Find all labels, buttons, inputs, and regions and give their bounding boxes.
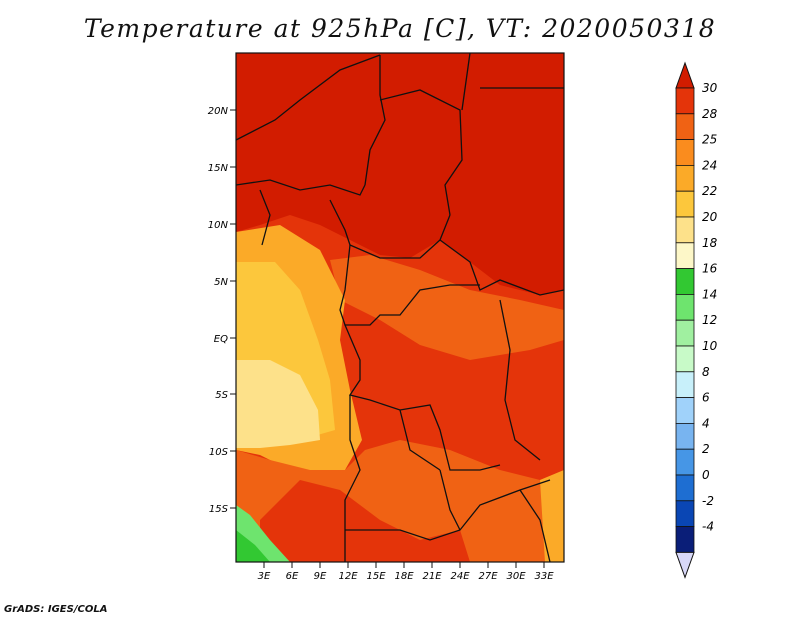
lon-label: 9E: [314, 571, 327, 582]
colorbar-swatch: [675, 345, 695, 373]
temperature-field: [236, 53, 564, 562]
colorbar-swatch: [675, 551, 695, 579]
lat-label: 15N: [208, 163, 229, 174]
colorbar-swatch: [675, 319, 695, 347]
colorbar-swatch: [675, 526, 695, 553]
colorbar-swatch: [675, 113, 695, 141]
colorbar-label: 4: [702, 416, 710, 430]
colorbar-swatch: [675, 139, 695, 166]
colorbar-label: 12: [702, 313, 717, 327]
lat-label: 20N: [208, 106, 229, 117]
colorbar-swatch: [675, 474, 695, 502]
colorbar-label: 30: [702, 81, 718, 95]
colorbar-label: -4: [702, 520, 714, 534]
colorbar-swatch: [675, 500, 695, 527]
colorbar-swatch: [675, 216, 695, 244]
colorbar-swatch: [675, 293, 695, 321]
lon-label: 30E: [506, 571, 526, 582]
colorbar-label: 8: [702, 365, 710, 379]
lon-label: 24E: [450, 571, 470, 582]
colorbar-label: 18: [702, 236, 718, 250]
colorbar-label: 6: [702, 391, 710, 405]
lon-label: 33E: [534, 571, 554, 582]
colorbar-swatch: [675, 397, 695, 424]
lon-label: 12E: [338, 571, 358, 582]
lon-label: 21E: [422, 571, 442, 582]
colorbar-swatch: [675, 190, 695, 218]
colorbar-label: 20: [702, 210, 718, 224]
lon-axis: 3E 6E 9E 12E 15E 18E 21E 24E 27E 30E 33E: [258, 562, 554, 582]
lat-label: 10N: [208, 220, 229, 231]
colorbar-swatch: [675, 242, 695, 270]
lon-label: 18E: [394, 571, 414, 582]
map-title: Temperature at 925hPa [C], VT: 202005031…: [83, 14, 717, 43]
colorbar-swatch: [675, 422, 695, 450]
lat-label: 15S: [209, 504, 229, 515]
lon-label: 27E: [478, 571, 498, 582]
colorbar-label: 10: [702, 339, 718, 353]
colorbar-label: 25: [702, 133, 717, 147]
colorbar-swatch: [675, 164, 695, 192]
colorbar-label: 22: [702, 184, 717, 198]
colorbar-swatch: [675, 448, 695, 476]
lon-label: 6E: [286, 571, 299, 582]
colorbar-label: 2: [702, 442, 710, 456]
colorbar-swatch: [675, 61, 695, 89]
lat-axis: 20N 15N 10N 5N EQ 5S 10S 15S: [208, 106, 236, 515]
colorbar-label: 0: [702, 468, 710, 482]
lon-label: 3E: [258, 571, 271, 582]
lat-label: EQ: [214, 334, 228, 345]
colorbar-label: 28: [702, 107, 718, 121]
lat-label: 5N: [214, 277, 228, 288]
lon-label: 15E: [366, 571, 386, 582]
colorbar-label: 24: [702, 158, 717, 172]
credit-text: GrADS: IGES/COLA: [4, 604, 108, 615]
colorbar-swatch: [675, 268, 695, 295]
colorbar-swatch: [675, 87, 695, 115]
colorbar-label: 16: [702, 262, 718, 276]
map-frame: [235, 52, 565, 563]
lat-label: 5S: [215, 390, 228, 401]
colorbar-label: -2: [702, 494, 714, 508]
lat-label: 10S: [209, 447, 229, 458]
colorbar-swatch: [675, 371, 695, 398]
colorbar-label: 14: [702, 287, 717, 301]
